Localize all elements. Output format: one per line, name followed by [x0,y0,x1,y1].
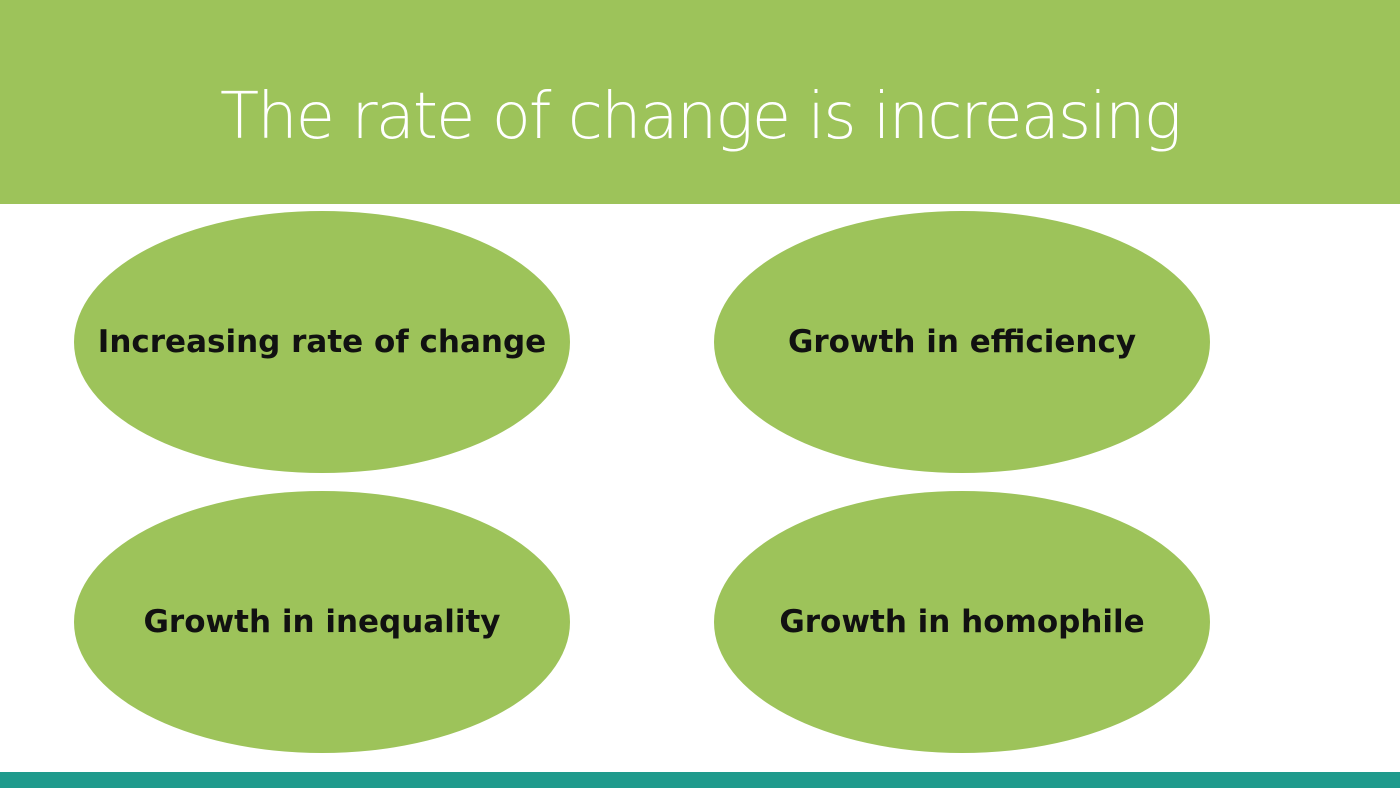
node-label: Growth in efficiency [787,324,1137,360]
node-growth-in-homophile: Growth in homophile [714,491,1210,753]
title-banner: The rate of change is increasing [0,0,1400,204]
node-label: Increasing rate of change [97,324,547,360]
node-increasing-rate-of-change: Increasing rate of change [74,211,570,473]
node-label: Growth in inequality [143,604,501,640]
slide-title: The rate of change is increasing [220,80,1182,154]
node-label: Growth in homophile [779,604,1145,640]
node-growth-in-inequality: Growth in inequality [74,491,570,753]
node-growth-in-efficiency: Growth in efficiency [714,211,1210,473]
footer-accent-bar [0,772,1400,788]
